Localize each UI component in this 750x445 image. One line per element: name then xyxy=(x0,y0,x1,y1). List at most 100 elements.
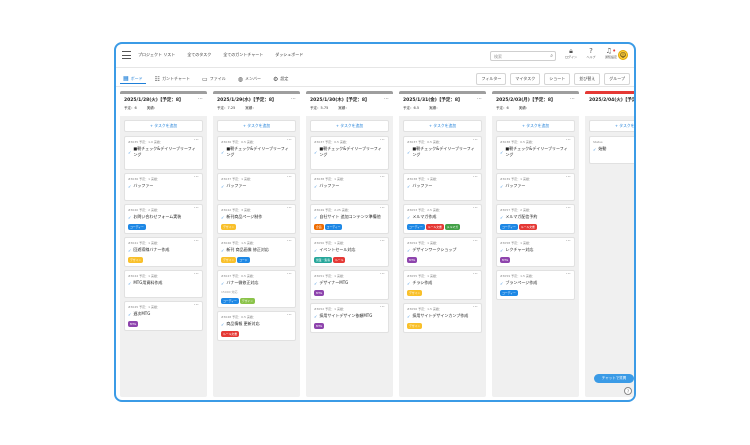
task-card[interactable]: #3042 予定：3 実績： ⋯ ✓ 新刊商品ページ制作 デザイン xyxy=(217,204,296,234)
tab-gantt[interactable]: ☷ ガントチャート xyxy=(152,74,193,84)
card-more-icon[interactable]: ⋯ xyxy=(287,312,292,318)
task-card[interactable]: #3051 予定：1 実績： ⋯ ✓ デザイナーMTG MTG xyxy=(310,270,389,300)
nav-all-gantt[interactable]: 全てのガントチャート xyxy=(223,52,264,57)
card-more-icon[interactable]: ⋯ xyxy=(287,271,292,277)
task-card[interactable]: #3044 予定：1 実績： ⋯ ✓ MTG用資料作成 xyxy=(124,270,203,298)
login-button[interactable]: 🔒︎ ログイン xyxy=(564,47,578,59)
check-icon[interactable]: ✓ xyxy=(500,149,504,155)
card-more-icon[interactable]: ⋯ xyxy=(380,137,385,143)
help-float-icon[interactable]: ? xyxy=(624,387,632,395)
search-input[interactable]: 検索 ⌕ xyxy=(490,51,556,61)
check-icon[interactable]: ✓ xyxy=(221,280,225,286)
check-icon[interactable]: ✓ xyxy=(128,280,132,286)
task-card[interactable]: #3038 予定：1 実績： ⋯ ✓ バッファー xyxy=(310,173,389,201)
card-more-icon[interactable]: ⋯ xyxy=(473,205,478,211)
check-icon[interactable]: ✓ xyxy=(407,313,411,319)
search-icon[interactable]: ⌕ xyxy=(550,53,553,59)
check-icon[interactable]: ✓ xyxy=(407,247,411,253)
task-card[interactable]: #3045 予定：1 実績： ⋯ ✓ 週次MTG MTG xyxy=(124,301,203,331)
check-icon[interactable]: ✓ xyxy=(314,280,318,286)
card-more-icon[interactable]: ⋯ xyxy=(473,174,478,180)
my-task-button[interactable]: マイタスク xyxy=(510,73,541,85)
check-icon[interactable]: ✓ xyxy=(221,183,225,189)
card-more-icon[interactable]: ⋯ xyxy=(194,174,199,180)
card-more-icon[interactable]: ⋯ xyxy=(194,238,199,244)
check-icon[interactable]: ✓ xyxy=(407,280,411,286)
add-task-button[interactable]: + タスクを追加 xyxy=(403,120,482,132)
card-more-icon[interactable]: ⋯ xyxy=(380,238,385,244)
card-more-icon[interactable]: ⋯ xyxy=(194,205,199,211)
column-more-icon[interactable]: ⋯ xyxy=(477,96,482,102)
check-icon[interactable]: ✓ xyxy=(500,214,504,220)
nav-all-tasks[interactable]: 全てのタスク xyxy=(187,52,212,57)
check-icon[interactable]: ✓ xyxy=(221,247,225,253)
check-icon[interactable]: ✓ xyxy=(500,183,504,189)
task-card[interactable]: #3037 予定：0.5 実績： ⋯ ✓ ■朝チェック&デイリーブリーフィング xyxy=(310,136,389,170)
notification-button[interactable]: ♫• 通知設定 xyxy=(604,47,618,59)
check-icon[interactable]: ✓ xyxy=(407,214,411,220)
check-icon[interactable]: ✓ xyxy=(128,311,132,317)
check-icon[interactable]: ✓ xyxy=(314,149,318,155)
card-more-icon[interactable]: ⋯ xyxy=(380,174,385,180)
column-more-icon[interactable]: ⋯ xyxy=(198,96,203,102)
short-button[interactable]: ショート xyxy=(544,73,571,85)
task-card[interactable]: #3039 予定：1 実績： ⋯ ✓ バッファー xyxy=(496,173,575,201)
chat-button[interactable]: チャットで質問 xyxy=(594,374,634,383)
card-more-icon[interactable]: ⋯ xyxy=(380,271,385,277)
check-icon[interactable]: ✓ xyxy=(407,149,411,155)
card-more-icon[interactable]: ⋯ xyxy=(194,271,199,277)
horizontal-scrollbar[interactable] xyxy=(184,400,216,402)
group-button[interactable]: グループ xyxy=(604,73,630,85)
check-icon[interactable]: ✓ xyxy=(314,247,318,253)
task-card[interactable]: #3050 予定：1 実績： ⋯ ✓ イベントセール対応 営業・集客 ルール xyxy=(310,237,389,267)
task-card[interactable]: #3038 予定：1 実績： ⋯ ✓ バッファー xyxy=(403,173,482,201)
help-button[interactable]: ? ヘルプ xyxy=(584,47,598,59)
card-more-icon[interactable]: ⋯ xyxy=(380,304,385,310)
task-card[interactable]: #3057 予定：2 実績： ⋯ ✓ メルマガ配信予約 コーディー ルール文書 xyxy=(496,204,575,234)
task-card[interactable]: #3035 予定：1.0 実績： ⋯ ✓ ■朝チェック&デイリーブリーフィング xyxy=(124,136,203,170)
task-card[interactable]: #3053 予定：2.5 実績： ⋯ ✓ メルマガ作成 コーディー ルール文書 メルマガ xyxy=(403,204,482,234)
add-task-button[interactable]: + タスクを追加 xyxy=(496,120,575,132)
card-more-icon[interactable]: ⋯ xyxy=(566,238,571,244)
column-more-icon[interactable]: ⋯ xyxy=(384,96,389,102)
card-more-icon[interactable]: ⋯ xyxy=(473,137,478,143)
check-icon[interactable]: ✓ xyxy=(221,149,225,155)
tab-file[interactable]: ▭ ファイル xyxy=(199,74,229,84)
task-card[interactable]: #3037 予定：0.5 実績： ⋯ ✓ ■朝チェック&デイリーブリーフィング xyxy=(403,136,482,170)
task-card[interactable]: #3046 予定：1.5 実績： ⋯ ✓ 新刊 商品画像 修正対応 デザイン コード xyxy=(217,237,296,267)
card-more-icon[interactable]: ⋯ xyxy=(287,174,292,180)
task-card[interactable]: #3040 予定：2 実績： ⋯ ✓ お問い合わせフォーム実装 コーディー xyxy=(124,204,203,234)
filter-button[interactable]: フィルター xyxy=(476,73,507,85)
task-card[interactable]: #3041 予定：1 実績： ⋯ ✓ 回遊導線バナー作成 デザイン xyxy=(124,237,203,267)
sort-button[interactable]: 並び替え xyxy=(574,73,601,85)
card-more-icon[interactable]: ⋯ xyxy=(194,302,199,308)
card-more-icon[interactable]: ⋯ xyxy=(566,137,571,143)
check-icon[interactable]: ✓ xyxy=(221,321,225,327)
task-card[interactable]: #3036 予定：1 実績： ⋯ ✓ バッファー xyxy=(124,173,203,201)
nav-project-list[interactable]: プロジェクト リスト xyxy=(138,52,176,57)
add-task-button[interactable]: + タスクを追加 xyxy=(217,120,296,132)
check-icon[interactable]: ✓ xyxy=(500,280,504,286)
check-icon[interactable]: ✓ xyxy=(500,247,504,253)
task-card[interactable]: #3054 予定：1 実績： ⋯ ✓ デザインワークショップ MTG xyxy=(403,237,482,267)
check-icon[interactable]: ✓ xyxy=(128,183,132,189)
task-card[interactable]: #3037 予定：1 実績： ⋯ ✓ バッファー xyxy=(217,173,296,201)
card-more-icon[interactable]: ⋯ xyxy=(473,271,478,277)
menu-icon[interactable] xyxy=(122,51,131,59)
task-card[interactable]: #3052 予定：1 実績： ⋯ ✓ 採用サイトデザイン依頼MTG MTG xyxy=(310,303,389,333)
card-more-icon[interactable]: ⋯ xyxy=(566,174,571,180)
tab-member[interactable]: ◍ メンバー xyxy=(235,74,264,84)
card-more-icon[interactable]: ⋯ xyxy=(566,205,571,211)
card-more-icon[interactable]: ⋯ xyxy=(287,137,292,143)
card-more-icon[interactable]: ⋯ xyxy=(287,205,292,211)
check-icon[interactable]: ✓ xyxy=(128,214,132,220)
avatar[interactable]: ☺ xyxy=(618,50,628,60)
check-icon[interactable]: ✓ xyxy=(221,214,225,220)
add-task-button[interactable]: + タスクを追加 xyxy=(124,120,203,132)
task-card[interactable]: #3036 予定：0.5 実績： ⋯ ✓ ■朝チェック&デイリーブリーフィング xyxy=(217,136,296,170)
check-icon[interactable]: ✓ xyxy=(314,214,318,220)
card-more-icon[interactable]: ⋯ xyxy=(473,238,478,244)
check-icon[interactable]: ✓ xyxy=(128,149,132,155)
card-more-icon[interactable]: ⋯ xyxy=(380,205,385,211)
tab-board[interactable]: ▦ ボード xyxy=(120,74,146,84)
